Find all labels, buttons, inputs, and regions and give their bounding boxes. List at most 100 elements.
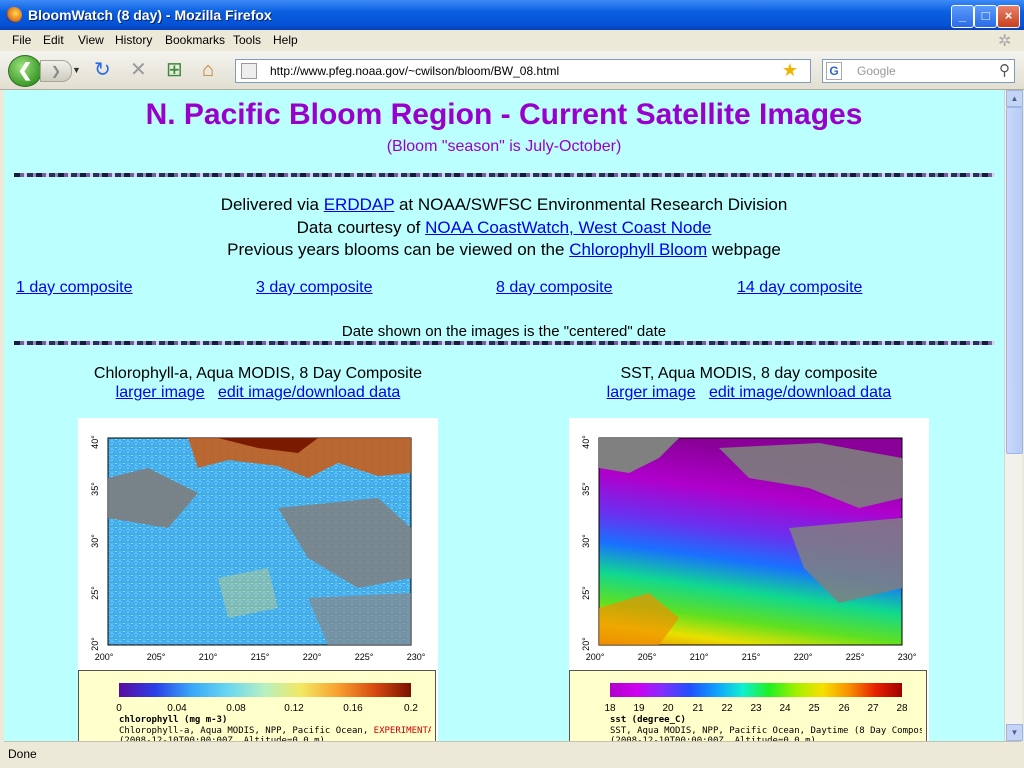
home-icon[interactable]: ⌂	[202, 59, 215, 81]
previous-text: Previous years blooms can be viewed on t…	[227, 240, 570, 259]
legend-tick: 25	[808, 703, 820, 714]
cloud-region	[789, 518, 902, 603]
composite-1-day-link[interactable]: 1 day composite	[16, 279, 133, 296]
legend-tick: 23	[750, 703, 762, 714]
menu-edit[interactable]: Edit	[43, 33, 64, 47]
legend-variable: sst (degree_C)	[610, 715, 686, 725]
scroll-down-icon[interactable]: ▼	[1006, 724, 1023, 741]
minimize-button[interactable]: _	[951, 5, 974, 28]
back-button[interactable]: ❮	[8, 55, 42, 87]
legend-tick: 19	[633, 703, 645, 714]
y-tick-label: 40°	[90, 435, 100, 449]
x-tick-label: 205°	[147, 652, 166, 662]
legend-variable: chlorophyll (mg m-3)	[119, 715, 228, 725]
cloud-region	[599, 438, 679, 473]
history-dropdown-icon[interactable]: ▼	[72, 65, 81, 75]
forward-button[interactable]: ❯	[40, 60, 72, 82]
status-bar: Done	[4, 741, 1021, 765]
search-input[interactable]: Google	[857, 64, 896, 78]
previous-text-end: webpage	[707, 240, 781, 259]
menu-file[interactable]: File	[12, 33, 32, 47]
divider	[14, 173, 995, 177]
scroll-up-icon[interactable]: ▲	[1006, 90, 1023, 107]
address-bar[interactable]: http://www.pfeg.noaa.gov/~cwilson/bloom/…	[235, 59, 811, 83]
x-tick-label: 210°	[690, 652, 709, 662]
status-text: Done	[8, 747, 37, 761]
stop-icon[interactable]: ✕	[130, 59, 147, 81]
x-tick-label: 210°	[199, 652, 218, 662]
x-tick-label: 200°	[586, 652, 605, 662]
menu-history[interactable]: History	[115, 33, 153, 47]
chlorophyll-legend: 0 0.04 0.08 0.12 0.16 0.2 chlorophyll (m…	[78, 670, 436, 741]
sst-larger-image-link[interactable]: larger image	[606, 384, 696, 401]
page-title: N. Pacific Bloom Region - Current Satell…	[145, 98, 863, 131]
composite-14-day-link[interactable]: 14 day composite	[737, 279, 863, 296]
menu-view[interactable]: View	[78, 33, 104, 47]
chlorophyll-map: 40° 35° 30° 25° 20° 200° 205° 210° 215° …	[90, 435, 426, 662]
chlorophyll-panel-title: Chlorophyll-a, Aqua MODIS, 8 Day Composi…	[93, 365, 423, 382]
chlorophyll-bloom-link[interactable]: Chlorophyll Bloom	[569, 240, 708, 259]
warm-region	[599, 593, 679, 645]
bookmark-star-icon[interactable]: ★	[781, 60, 798, 80]
reload-icon[interactable]: ↻	[94, 59, 111, 81]
legend-tick: 18	[604, 703, 616, 714]
chlorophyll-larger-image-link[interactable]: larger image	[115, 384, 205, 401]
composite-3-day-link[interactable]: 3 day composite	[256, 279, 373, 296]
sst-map: 40° 35° 30° 25° 20° 200° 205° 210° 215° …	[581, 435, 917, 662]
maximize-button[interactable]: □	[974, 5, 997, 28]
y-tick-label: 20°	[581, 637, 591, 651]
x-tick-label: 220°	[303, 652, 322, 662]
sst-panel-links: larger image edit image/download data	[569, 384, 929, 402]
x-tick-label: 200°	[95, 652, 114, 662]
legend-tick: 0	[116, 703, 122, 714]
menu-help[interactable]: Help	[273, 33, 298, 47]
y-tick-label: 25°	[90, 586, 100, 600]
y-tick-label: 25°	[581, 586, 591, 600]
vertical-scrollbar[interactable]: ▲ ▼	[1004, 90, 1023, 741]
sst-edit-download-link[interactable]: edit image/download data	[708, 384, 892, 401]
firefox-icon	[6, 7, 22, 23]
coastwatch-link[interactable]: NOAA CoastWatch, West Coast Node	[425, 218, 712, 237]
scroll-thumb[interactable]	[1006, 107, 1023, 454]
chlorophyll-map-image[interactable]: 40° 35° 30° 25° 20° 200° 205° 210° 215° …	[78, 418, 438, 741]
close-button[interactable]: ×	[997, 5, 1020, 28]
courtesy-line: Data courtesy of NOAA CoastWatch, West C…	[4, 218, 1004, 238]
legend-tick: 26	[838, 703, 850, 714]
cloud-region	[108, 468, 198, 528]
high-chlorophyll-region	[188, 438, 411, 478]
chlorophyll-colorbar	[119, 683, 411, 697]
moderate-chlorophyll-region	[218, 568, 278, 618]
legend-tick: 0.04	[167, 703, 187, 714]
x-tick-label: 225°	[355, 652, 374, 662]
url-text[interactable]: http://www.pfeg.noaa.gov/~cwilson/bloom/…	[270, 64, 560, 78]
composite-8-day-link[interactable]: 8 day composite	[496, 279, 613, 296]
legend-tick: 21	[692, 703, 704, 714]
new-tab-icon[interactable]: ⊞	[166, 59, 183, 81]
chlorophyll-panel-links: larger image edit image/download data	[78, 384, 438, 402]
legend-tick: 0.12	[284, 703, 304, 714]
legend-tick: 24	[779, 703, 791, 714]
sst-x-axis: 200° 205° 210° 215° 220° 225° 230°	[586, 652, 917, 662]
delivered-text-end: at NOAA/SWFSC Environmental Research Div…	[394, 195, 788, 214]
page-content: N. Pacific Bloom Region - Current Satell…	[4, 90, 1004, 741]
menu-bookmarks[interactable]: Bookmarks	[165, 33, 226, 47]
erddap-link[interactable]: ERDDAP	[323, 195, 395, 214]
peak-chlorophyll-region	[218, 438, 318, 453]
divider	[14, 341, 995, 345]
legend-description-text: SST, Aqua MODIS, NPP, Pacific Ocean, Day…	[610, 726, 922, 736]
search-engine-icon[interactable]: G	[826, 62, 842, 80]
legend-tick: 28	[896, 703, 908, 714]
search-magnifier-icon[interactable]: ⚲	[999, 62, 1010, 79]
menu-tools[interactable]: Tools	[233, 33, 262, 47]
x-tick-label: 225°	[846, 652, 865, 662]
title-bar: BloomWatch (8 day) - Mozilla Firefox _ □…	[0, 0, 1024, 30]
y-tick-label: 30°	[90, 534, 100, 548]
legend-tick: 27	[867, 703, 879, 714]
chlorophyll-edit-download-link[interactable]: edit image/download data	[217, 384, 401, 401]
cloud-region	[308, 593, 411, 645]
legend-tick: 20	[662, 703, 674, 714]
previous-years-line: Previous years blooms can be viewed on t…	[4, 240, 1004, 260]
x-tick-label: 215°	[742, 652, 761, 662]
sst-y-axis: 40° 35° 30° 25° 20°	[581, 435, 591, 651]
search-box[interactable]: G Google ⚲	[822, 59, 1015, 83]
